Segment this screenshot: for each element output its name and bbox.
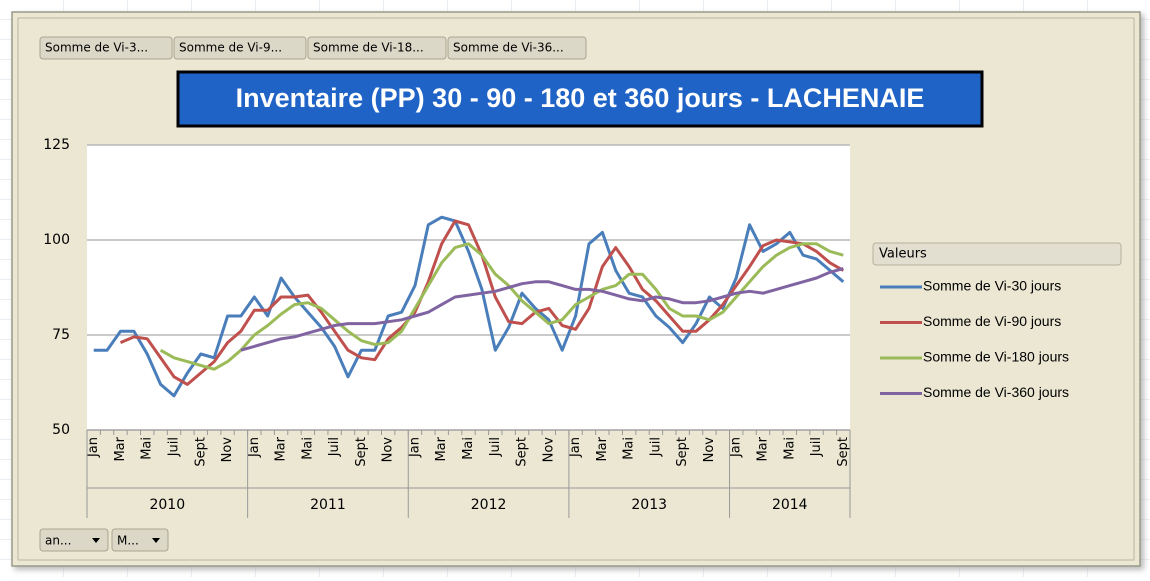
- x-tick-label: Juil: [327, 437, 342, 457]
- x-tick-label: Juil: [167, 437, 182, 457]
- x-tick-label: Sept: [354, 437, 369, 467]
- x-tick-label: Juil: [648, 437, 663, 457]
- legend-label: Somme de Vi-30 jours: [923, 278, 1061, 294]
- x-tick-label: Nov: [381, 437, 396, 463]
- x-tick-label: Jan: [86, 437, 101, 458]
- year-label: 2014: [772, 497, 808, 513]
- field-button[interactable]: [447, 36, 587, 60]
- x-tick-label: Mai: [782, 437, 797, 460]
- legend-title-box: [872, 242, 1122, 266]
- x-tick-label: Mar: [434, 436, 449, 461]
- x-tick-label: Jan: [247, 437, 262, 458]
- dropdown-arrow[interactable]: [92, 538, 100, 543]
- legend-label: Somme de Vi-360 jours: [923, 384, 1069, 400]
- year-label: 2013: [631, 497, 667, 513]
- x-tick-label: Nov: [220, 437, 235, 463]
- y-tick-label: 125: [43, 137, 70, 153]
- y-tick-label: 100: [43, 232, 70, 248]
- x-tick-label: Mar: [595, 436, 610, 461]
- field-button-label[interactable]: Somme de Vi-36...: [453, 41, 564, 55]
- x-tick-label: Sept: [675, 437, 690, 467]
- x-tick-label: Jan: [568, 437, 583, 458]
- field-button-label[interactable]: Somme de Vi-9...: [179, 41, 282, 55]
- x-tick-label: Mai: [622, 437, 637, 460]
- series-line: [240, 267, 844, 352]
- axis-button[interactable]: [111, 528, 169, 552]
- axis-button-label[interactable]: M...: [117, 534, 139, 548]
- x-tick-label: Mai: [300, 437, 315, 460]
- axis-button[interactable]: [39, 528, 109, 552]
- x-tick-label: Mai: [140, 437, 155, 460]
- x-tick-label: Jan: [729, 437, 744, 458]
- year-label: 2010: [149, 497, 185, 513]
- x-tick-label: Juil: [809, 437, 824, 457]
- x-tick-label: Sept: [836, 437, 851, 467]
- field-button[interactable]: [39, 36, 173, 60]
- series-line: [93, 215, 845, 398]
- year-label: 2012: [471, 497, 507, 513]
- series-line: [159, 242, 844, 371]
- dropdown-arrow[interactable]: [152, 538, 160, 543]
- y-tick-label: 50: [52, 422, 70, 438]
- x-tick-label: Sept: [515, 437, 530, 467]
- x-tick-label: Juil: [488, 437, 503, 457]
- axis-button-label[interactable]: an...: [45, 534, 71, 548]
- field-button-label[interactable]: Somme de Vi-3...: [45, 41, 148, 55]
- legend-title: Valeurs: [879, 247, 927, 262]
- x-tick-label: Mar: [755, 436, 770, 461]
- title-box: [176, 70, 984, 128]
- x-tick-label: Jan: [407, 437, 422, 458]
- y-tick-label: 75: [52, 327, 70, 343]
- x-tick-label: Mar: [274, 436, 289, 461]
- legend-label: Somme de Vi-180 jours: [923, 349, 1069, 365]
- field-button[interactable]: [173, 36, 307, 60]
- plot-area: [87, 145, 850, 430]
- x-tick-label: Sept: [193, 437, 208, 467]
- field-button-label[interactable]: Somme de Vi-18...: [313, 41, 424, 55]
- chart-title: Inventaire (PP) 30 - 90 - 180 et 360 jou…: [236, 83, 925, 113]
- x-tick-label: Mar: [113, 436, 128, 461]
- year-label: 2011: [310, 497, 346, 513]
- legend-label: Somme de Vi-90 jours: [923, 313, 1061, 329]
- field-button[interactable]: [307, 36, 447, 60]
- chart-inner-frame: [17, 17, 1135, 561]
- x-tick-label: Mai: [461, 437, 476, 460]
- x-tick-label: Nov: [702, 437, 717, 463]
- x-tick-label: Nov: [541, 437, 556, 463]
